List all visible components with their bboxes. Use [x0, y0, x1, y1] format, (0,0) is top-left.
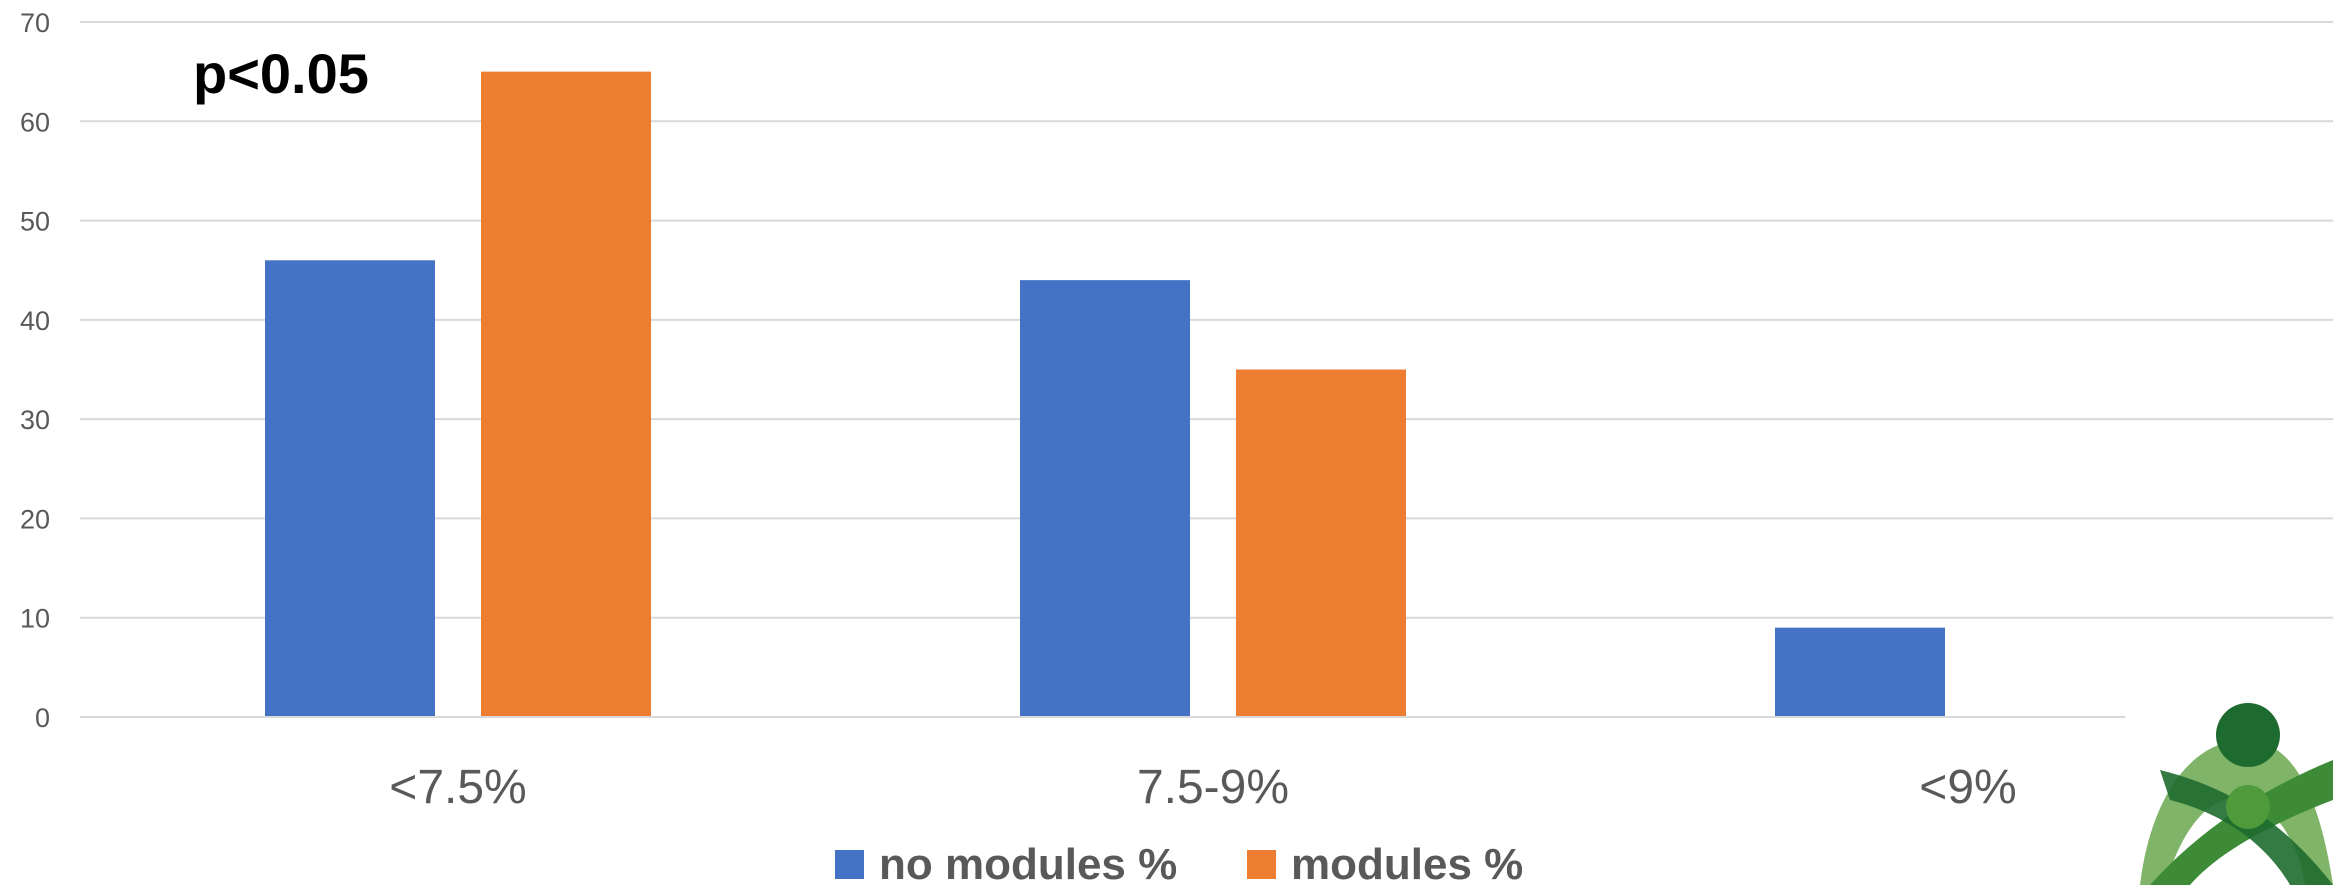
y-tick-label: 50 — [20, 207, 50, 237]
x-category-label: <9% — [1919, 761, 2016, 814]
y-tick-label: 40 — [20, 306, 50, 336]
bars — [265, 71, 1945, 717]
significance-annotation: p<0.05 — [193, 42, 369, 105]
y-tick-label: 20 — [20, 504, 50, 534]
category-labels: <7.5% 7.5-9% <9% — [389, 761, 2016, 814]
y-tick-label: 0 — [35, 703, 50, 733]
logo-icon — [2140, 703, 2333, 885]
bar-no-modules-1 — [1020, 280, 1190, 717]
bar-modules-1 — [1236, 369, 1406, 717]
bar-no-modules-0 — [265, 260, 435, 717]
legend-swatch — [1247, 850, 1276, 879]
y-axis-ticks: 0 10 20 30 40 50 60 70 — [20, 8, 50, 733]
legend-label: modules % — [1291, 840, 1523, 885]
y-tick-label: 70 — [20, 8, 50, 38]
y-tick-label: 60 — [20, 107, 50, 137]
bar-modules-0 — [481, 71, 651, 717]
legend-label: no modules % — [879, 840, 1177, 885]
bar-no-modules-2 — [1775, 627, 1945, 717]
y-tick-label: 10 — [20, 604, 50, 634]
gridlines — [80, 21, 2333, 619]
legend: no modules % modules % — [835, 840, 1523, 885]
y-tick-label: 30 — [20, 405, 50, 435]
x-category-label: <7.5% — [389, 761, 526, 814]
x-category-label: 7.5-9% — [1137, 761, 1289, 814]
legend-swatch — [835, 850, 864, 879]
